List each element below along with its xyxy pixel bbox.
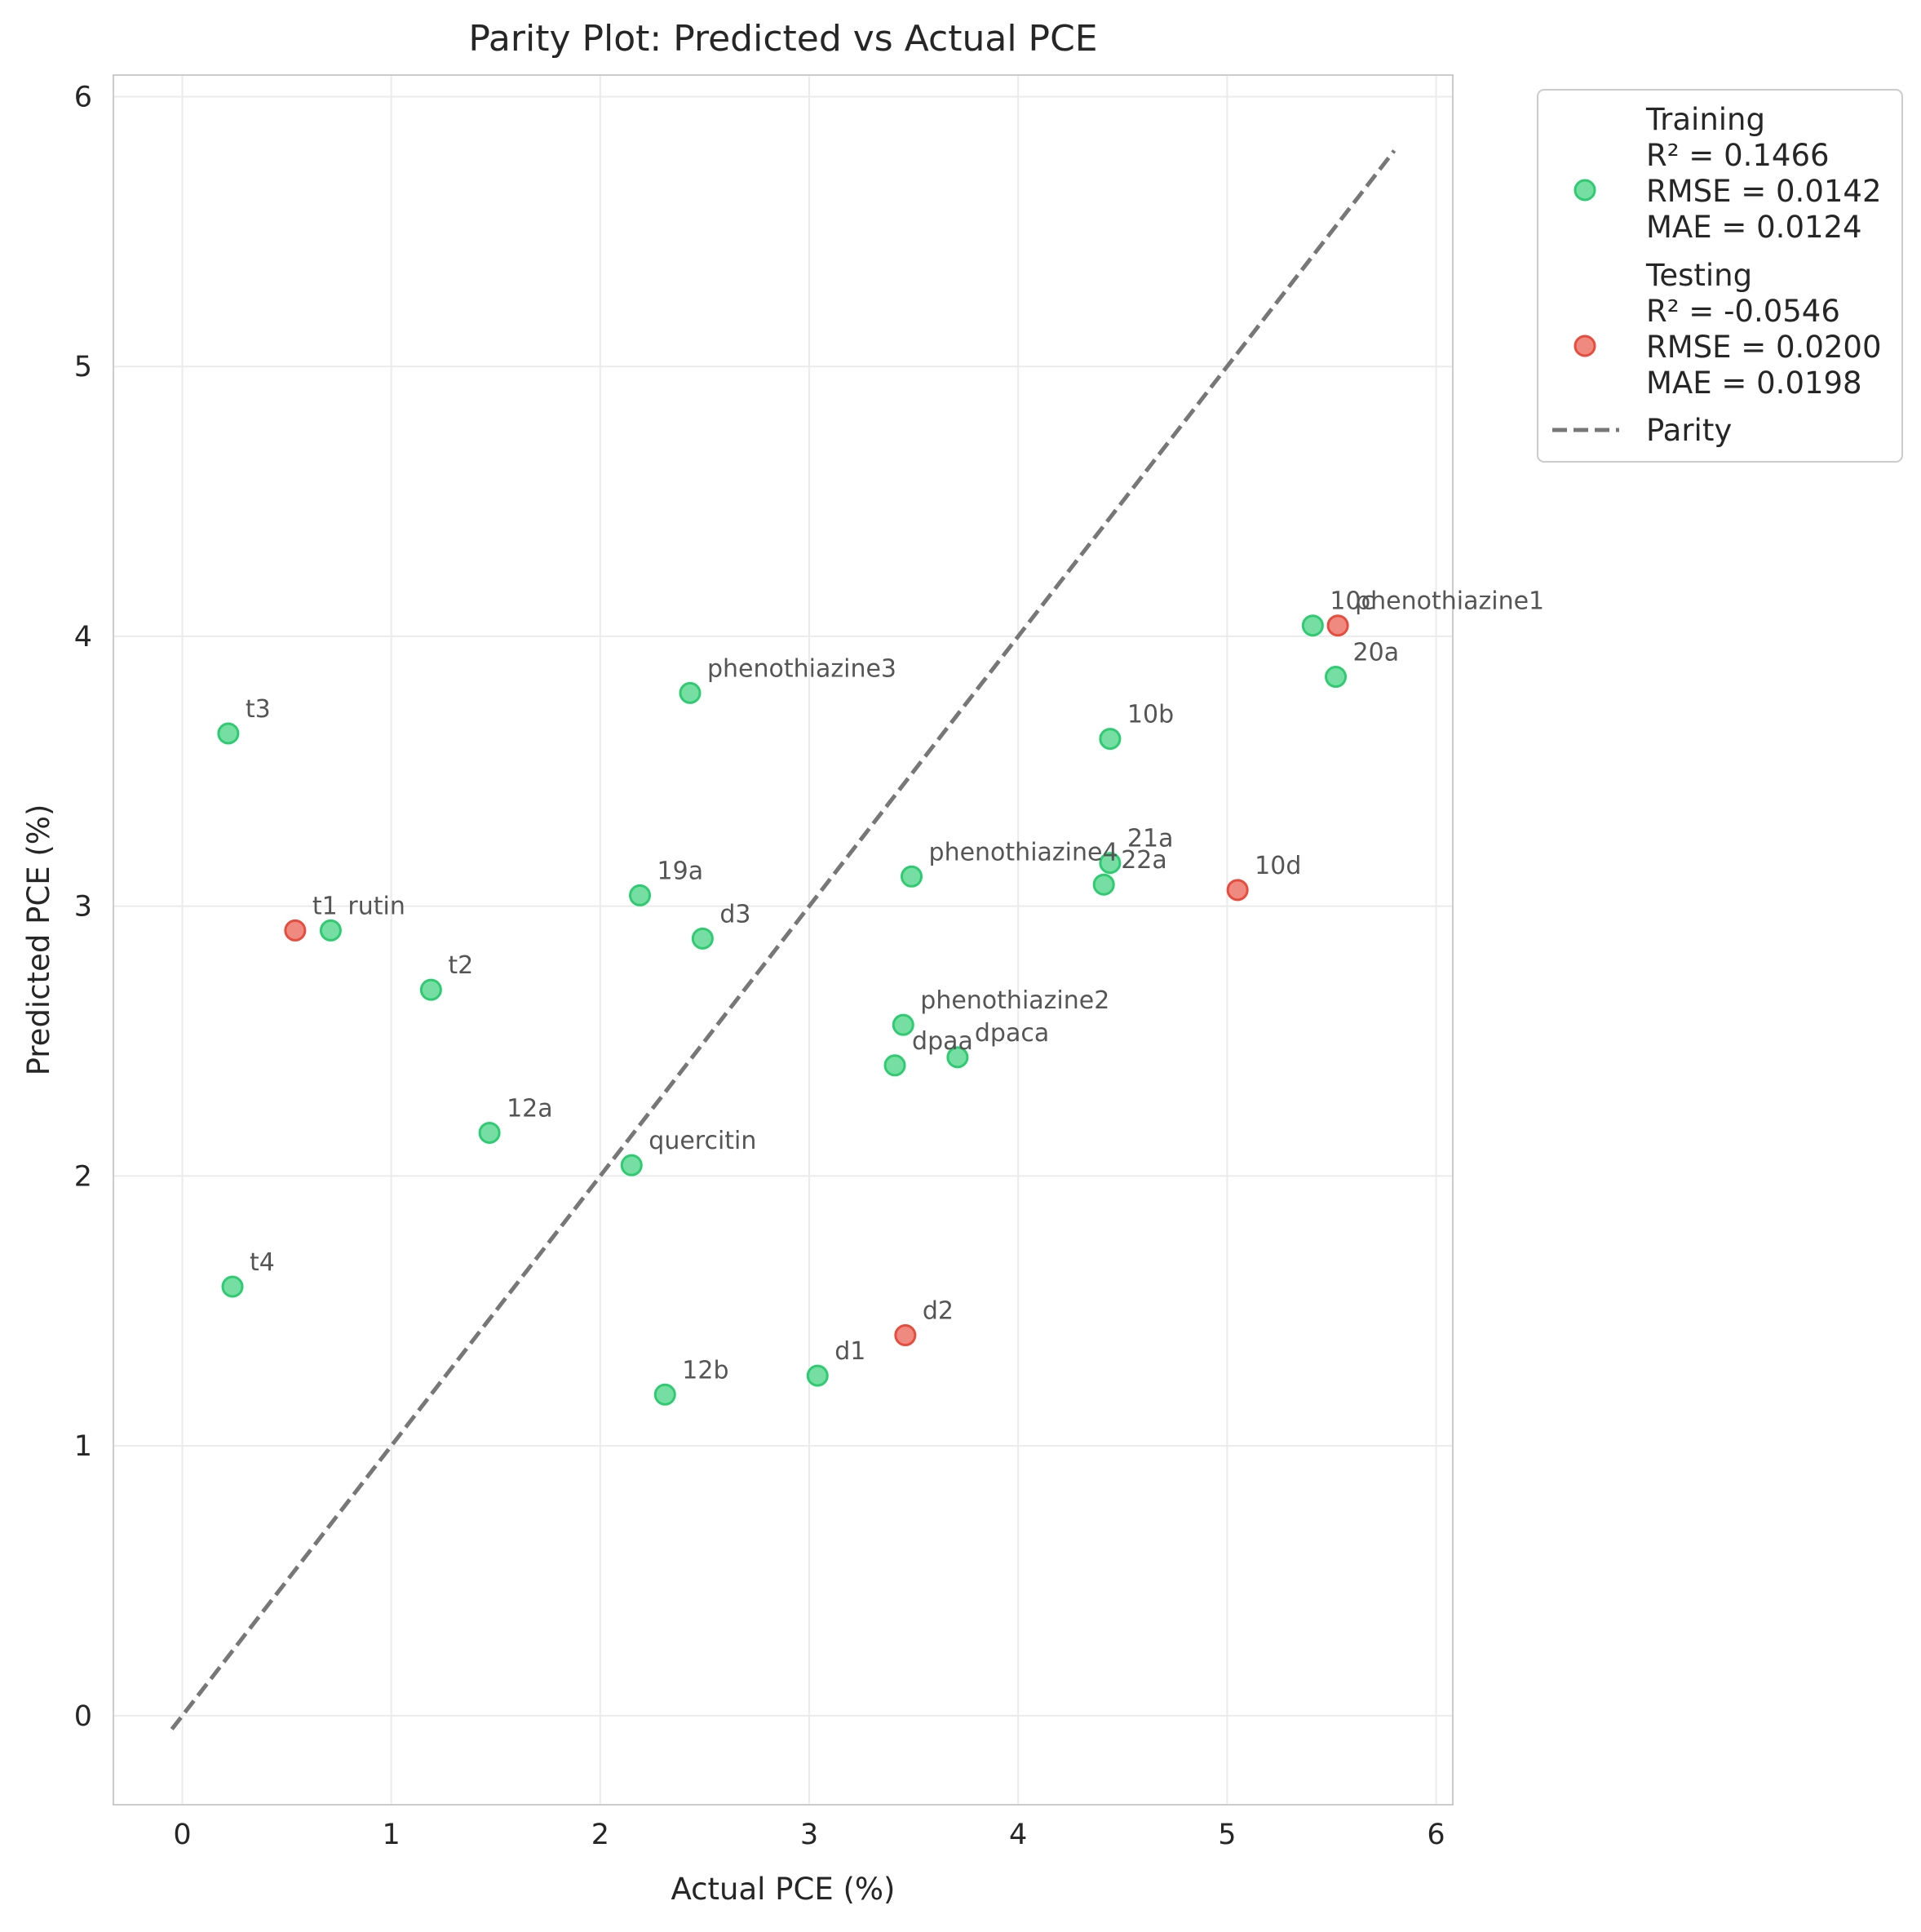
training-point <box>221 1275 244 1298</box>
parity-line <box>170 149 1396 1730</box>
point-label: t4 <box>250 1248 275 1277</box>
training-point <box>679 681 702 704</box>
legend-text: Training <box>1645 102 1765 137</box>
point-label: d2 <box>923 1297 954 1326</box>
point-label: quercitin <box>648 1127 756 1155</box>
point-label: rutin <box>347 892 405 920</box>
y-tick-label: 0 <box>74 1700 92 1733</box>
training-point <box>653 1383 676 1406</box>
x-tick-label: 3 <box>800 1819 818 1851</box>
y-axis-label: Predicted PCE (%) <box>21 804 56 1076</box>
legend-training-marker <box>1574 179 1596 202</box>
point-label: 12b <box>682 1356 728 1385</box>
training-point <box>1301 614 1324 637</box>
point-label: 10d <box>1255 852 1301 880</box>
points-layer <box>217 614 1349 1406</box>
x-tick-label: 0 <box>173 1819 191 1851</box>
training-point <box>901 865 923 888</box>
point-label: 21a <box>1127 825 1174 853</box>
point-label: phenothiazine3 <box>707 654 896 683</box>
legend-text: R² = 0.1466 <box>1646 138 1830 173</box>
legend-text: R² = -0.0546 <box>1646 294 1840 329</box>
training-point <box>629 884 652 906</box>
point-label: dpaca <box>975 1019 1049 1048</box>
y-tick-label: 4 <box>74 621 92 654</box>
point-label: d3 <box>719 900 750 928</box>
legend-text: Parity <box>1646 413 1732 448</box>
training-point <box>1099 852 1122 875</box>
point-label: dpaa <box>912 1027 973 1056</box>
plot-frame <box>113 74 1454 1806</box>
training-point <box>1092 873 1115 896</box>
point-label: phenothiazine2 <box>920 986 1109 1015</box>
testing-point <box>1226 879 1249 902</box>
training-point <box>806 1364 829 1387</box>
point-label: 22a <box>1121 846 1167 875</box>
y-tick-label: 5 <box>74 351 92 383</box>
x-tick-label: 1 <box>383 1819 401 1851</box>
y-tick-label: 1 <box>74 1430 92 1463</box>
training-point <box>691 927 714 950</box>
point-label: 12a <box>507 1094 553 1123</box>
point-label: 10b <box>1127 701 1174 729</box>
grid-lines <box>113 75 1453 1805</box>
y-tick-label: 6 <box>74 81 92 113</box>
parity-line-layer <box>170 149 1396 1730</box>
legend-text: RMSE = 0.0200 <box>1646 330 1881 365</box>
point-label: t1 <box>312 892 338 920</box>
x-axis-label: Actual PCE (%) <box>671 1872 896 1907</box>
training-point <box>620 1154 643 1176</box>
legend-text: RMSE = 0.0142 <box>1646 174 1881 209</box>
training-point <box>883 1054 906 1077</box>
point-label: 20a <box>1353 639 1400 667</box>
training-point <box>1325 666 1348 689</box>
tick-labels-layer: 0 1 2 3 4 5 6 0 1 2 3 4 5 6 <box>74 81 1445 1851</box>
legend-testing-marker <box>1574 335 1596 357</box>
testing-point <box>284 919 307 942</box>
y-tick-label: 2 <box>74 1160 92 1193</box>
x-tick-label: 2 <box>591 1819 609 1851</box>
x-tick-label: 4 <box>1009 1819 1027 1851</box>
y-tick-label: 3 <box>74 891 92 924</box>
legend-text: MAE = 0.0198 <box>1646 366 1862 401</box>
point-label: 19a <box>657 857 704 885</box>
training-point <box>892 1013 914 1036</box>
point-labels-layer: t3 phenothiazine3 10b 10c 20a rutin t2 19a d3 phe… <box>246 587 1544 1385</box>
point-label: t3 <box>246 695 271 724</box>
training-point <box>1099 728 1122 751</box>
point-label: phenothiazine4 <box>929 838 1118 866</box>
testing-point <box>894 1324 917 1347</box>
x-tick-label: 6 <box>1427 1819 1445 1851</box>
point-label: d1 <box>834 1337 865 1366</box>
point-label: 10c <box>1330 587 1374 616</box>
legend-text: MAE = 0.0124 <box>1646 210 1862 245</box>
point-label: t2 <box>448 951 473 980</box>
training-point <box>319 919 342 942</box>
x-tick-label: 5 <box>1218 1819 1236 1851</box>
training-point <box>419 978 442 1001</box>
training-point <box>217 722 240 745</box>
chart-title: Parity Plot: Predicted vs Actual PCE <box>468 18 1097 60</box>
point-label: phenothiazine1 <box>1355 587 1544 616</box>
training-point <box>478 1121 501 1144</box>
legend-text: Testing <box>1645 258 1752 293</box>
testing-point <box>1326 614 1349 637</box>
legend-box <box>1537 89 1903 463</box>
training-point <box>946 1046 969 1069</box>
